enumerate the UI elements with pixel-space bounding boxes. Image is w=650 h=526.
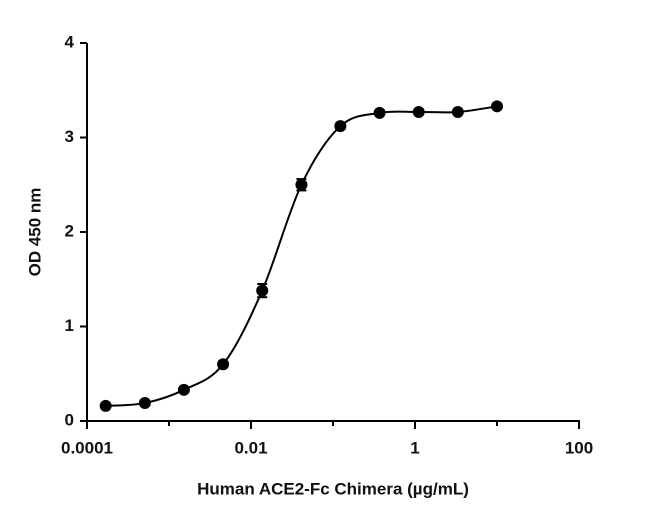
data-point: [334, 120, 347, 133]
data-point: [373, 106, 386, 119]
data-point: [491, 100, 503, 113]
data-point: [99, 399, 112, 412]
fit-curve: [105, 105, 498, 407]
data-point: [295, 178, 308, 191]
x-tick-label: 0.01: [234, 438, 267, 457]
x-axis-label: Human ACE2-Fc Chimera (µg/mL): [197, 479, 469, 498]
y-tick-label: 3: [65, 127, 74, 146]
data-point: [412, 105, 425, 118]
x-tick-label: 1: [410, 438, 419, 457]
x-tick-label: 0.0001: [61, 438, 113, 457]
y-tick-label: 0: [65, 410, 74, 429]
data-point: [451, 105, 464, 118]
y-axis-label: OD 450 nm: [25, 188, 44, 277]
data-point: [138, 397, 151, 410]
x-tick-label: 100: [565, 438, 593, 457]
y-tick-label: 1: [65, 316, 74, 335]
data-point: [217, 358, 230, 371]
data-point: [177, 383, 190, 396]
y-tick-label: 2: [65, 221, 74, 240]
y-tick-label: 4: [65, 32, 75, 51]
data-point: [256, 284, 269, 297]
